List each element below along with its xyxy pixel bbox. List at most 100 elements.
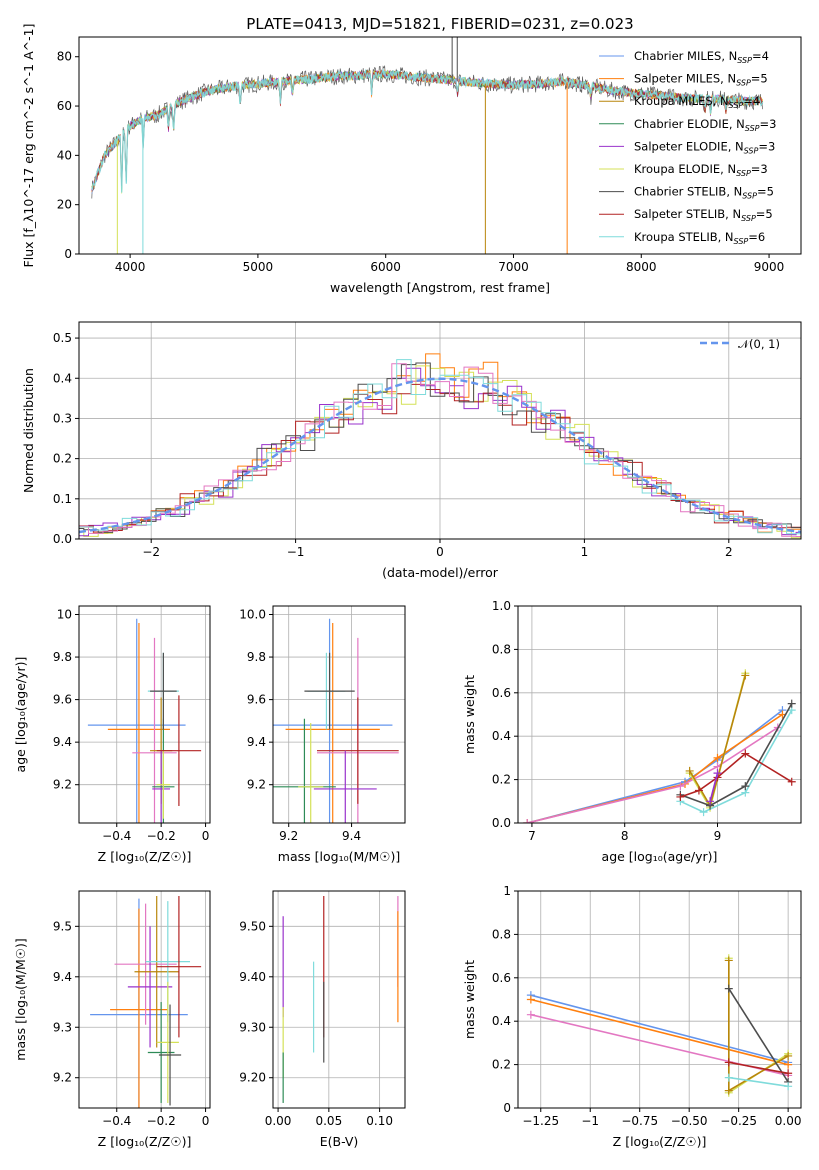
weight-marker [741, 749, 750, 758]
plot-area [526, 954, 793, 1097]
error-cross-0 [87, 618, 186, 823]
x-tick-label: −0.4 [102, 829, 131, 843]
y-tick-label: 0.2 [53, 452, 72, 466]
weight-line-2 [527, 726, 779, 823]
plot-area [273, 618, 399, 823]
y-axis-label: mass [log₁₀(M/M☉)] [13, 938, 28, 1060]
x-axis-label: mass [log₁₀(M/M☉)] [278, 849, 400, 864]
legend-label-normal: 𝒩(0, 1) [738, 337, 780, 351]
y-tick-label: 9.50 [239, 919, 266, 933]
legend-label-7: Salpeter STELIB, NSSP=5 [634, 207, 773, 223]
x-tick-label: −2 [142, 545, 160, 559]
x-tick-label: −0.2 [147, 1114, 176, 1128]
error-cross-7 [304, 652, 355, 730]
spectrum-line-6 [91, 64, 764, 199]
axes-frame [78, 605, 211, 824]
plot-area [87, 618, 202, 823]
y-tick-label: 0.4 [492, 1014, 511, 1028]
y-tick-label: 0.8 [492, 927, 511, 941]
y-tick-label: 0.2 [492, 1058, 511, 1072]
x-tick-label: 8000 [626, 260, 657, 274]
y-tick-label: 1.0 [492, 599, 511, 613]
weight-line-0 [527, 709, 783, 823]
y-tick-label: 9.5 [53, 919, 72, 933]
weight-marker [741, 782, 750, 791]
weight-marker [713, 769, 722, 778]
y-axis-label: Flux [f_λ10^-17 erg cm^-2 s^-1 A^-1] [21, 24, 36, 268]
x-tick-label: 0.05 [315, 1114, 342, 1128]
x-tick-label: −0.2 [147, 829, 176, 843]
error-cross-7 [150, 652, 177, 730]
error-cross-4 [134, 896, 179, 1048]
y-tick-label: 40 [57, 148, 72, 162]
weight-marker [724, 984, 733, 993]
x-tick-label: 7 [528, 829, 536, 843]
weight-marker [676, 792, 685, 801]
x-tick-label: 5000 [243, 260, 274, 274]
y-tick-label: 9.6 [53, 693, 72, 707]
error-cross-4 [152, 750, 171, 823]
plot-area [79, 353, 801, 539]
y-tick-label: 0.0 [492, 816, 511, 830]
x-axis-label: wavelength [Angstrom, rest frame] [330, 280, 550, 295]
y-tick-label: 0.1 [53, 492, 72, 506]
y-tick-label: 10 [57, 608, 72, 622]
y-tick-label: 9.2 [53, 778, 72, 792]
x-tick-label: 9 [714, 829, 722, 843]
weight-marker [526, 1010, 535, 1019]
x-tick-label: 1 [581, 545, 589, 559]
x-tick-label: 0.10 [366, 1114, 393, 1128]
error-cross-9 [156, 695, 202, 806]
weight-marker [784, 1082, 793, 1091]
error-cross-3 [127, 926, 173, 1048]
y-axis-label: Normed distribution [21, 368, 36, 493]
x-axis-label: (data-model)/error [382, 565, 499, 580]
x-tick-label: −1 [581, 1114, 599, 1128]
error-cross-1 [107, 623, 171, 823]
x-tick-label: 0.00 [775, 1114, 802, 1128]
weight-marker [787, 777, 796, 786]
spectrum-line-8 [91, 68, 764, 193]
weight-line-5 [728, 988, 789, 1083]
y-tick-label: 9.3 [53, 1020, 72, 1034]
weight-marker [741, 671, 750, 680]
x-axis-label: age [log₁₀(age/yr)] [602, 849, 718, 864]
legend-label-4: Salpeter ELODIE, NSSP=3 [634, 139, 775, 155]
weight-marker [784, 1060, 793, 1069]
weight-marker [526, 995, 535, 1004]
x-tick-label: 0 [202, 1114, 210, 1128]
axes-frame [272, 605, 406, 824]
y-tick-label: 80 [57, 50, 72, 64]
x-tick-label: 0 [436, 545, 444, 559]
weight-marker [694, 786, 703, 795]
weight-marker [787, 699, 796, 708]
x-tick-label: 6000 [370, 260, 401, 274]
weight-line-0 [530, 994, 789, 1064]
x-tick-label: 7000 [498, 260, 529, 274]
weight-line-6 [680, 703, 793, 807]
x-tick-label: 0 [202, 829, 210, 843]
plot-area [523, 669, 796, 823]
x-tick-label: 4000 [115, 260, 146, 274]
axes-frame [78, 321, 802, 540]
y-tick-label: 9.4 [247, 735, 266, 749]
y-tick-label: 9.30 [239, 1020, 266, 1034]
y-tick-label: 9.8 [247, 650, 266, 664]
weight-marker [724, 1058, 733, 1067]
weight-marker [724, 1073, 733, 1082]
y-tick-label: 0 [64, 247, 72, 261]
y-tick-label: 9.20 [239, 1071, 266, 1085]
panel-spectrum: 4000 5000 6000 7000 8000 9000 0 20 40 60 80 wavelen… [21, 24, 802, 295]
weight-line-8 [709, 772, 719, 802]
weight-line-5 [680, 709, 793, 813]
x-axis-label: Z [log₁₀(Z/Z☉)] [98, 849, 192, 864]
x-tick-label: −1 [287, 545, 305, 559]
weight-marker [724, 1086, 733, 1095]
plot-area [90, 896, 202, 1108]
y-tick-label: 0 [503, 1101, 511, 1115]
normal-curve [79, 377, 801, 534]
y-tick-label: 0.8 [492, 642, 511, 656]
y-tick-label: 9.6 [247, 693, 266, 707]
y-tick-label: 9.2 [53, 1071, 72, 1085]
panel-residuals: −2 −1 0 1 2 0.0 0.1 0.2 0.3 0.4 0.5 (data-model)/er… [21, 321, 802, 580]
